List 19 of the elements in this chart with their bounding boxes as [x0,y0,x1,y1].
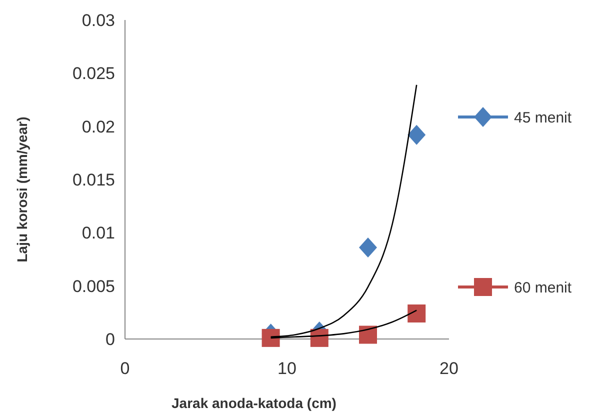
y-axis-title: Laju korosi (mm/year) [14,116,30,262]
y-tick-label: 0.005 [72,276,115,296]
x-tick-label: 10 [278,359,296,378]
point [408,304,426,322]
x-tick-label: 20 [440,359,458,378]
y-tick-label: 0.025 [72,64,115,84]
y-tick-label: 0.015 [72,170,115,190]
y-tick-label: 0.01 [82,224,115,243]
point [359,238,377,258]
point [359,326,377,344]
legend-label: 45 menit [514,109,572,126]
y-tick-label: 0.02 [82,117,115,136]
y-tick-label: 0.03 [82,10,115,30]
legend-label: 60 menit [514,279,572,296]
point [408,124,426,145]
point [262,328,280,347]
x-axis-title: Jarak anoda-katoda (cm) [172,395,336,411]
y-tick-label: 0 [106,330,115,349]
x-tick-label: 0 [120,359,130,378]
